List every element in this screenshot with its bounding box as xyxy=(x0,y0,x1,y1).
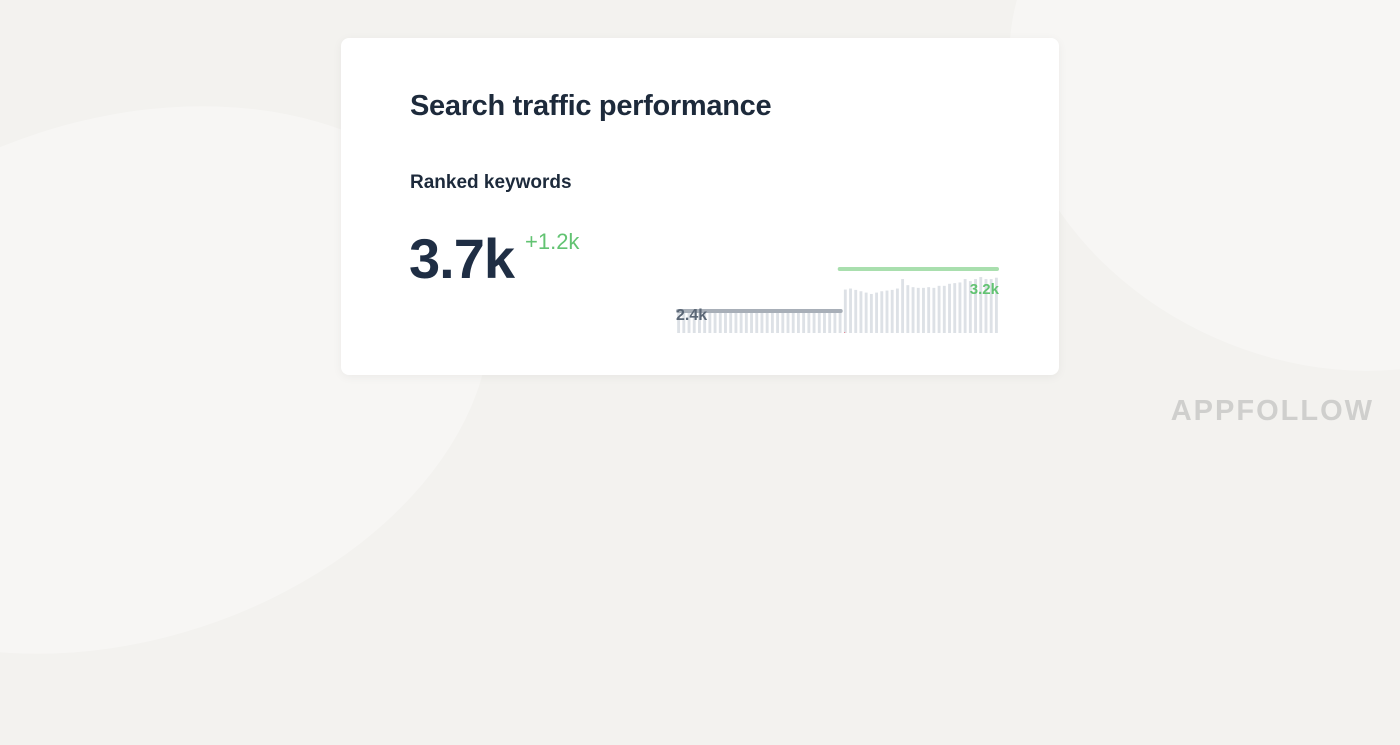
chart-bar xyxy=(812,310,816,333)
chart-bar xyxy=(776,310,780,333)
chart-bar xyxy=(849,288,852,333)
chart-bar xyxy=(968,281,972,333)
chart-bar xyxy=(682,311,686,333)
chart-bar xyxy=(890,289,894,333)
chart-bar xyxy=(942,285,946,333)
chart-bar xyxy=(744,311,748,333)
chart-bar xyxy=(937,285,941,333)
chart-bar xyxy=(953,283,957,333)
chart-bar xyxy=(739,310,743,333)
chart-bar xyxy=(979,277,983,333)
chart-bar xyxy=(906,285,910,333)
chart-bar xyxy=(901,279,905,333)
chart-bar xyxy=(922,287,925,333)
chart-bar xyxy=(750,310,753,333)
chart-bar xyxy=(963,279,967,333)
baseline-before-line xyxy=(676,308,843,313)
chart-bar xyxy=(984,279,988,333)
chart-bar xyxy=(708,311,712,333)
chart-bar xyxy=(854,289,858,333)
chart-bar xyxy=(765,309,769,333)
chart-bar xyxy=(994,277,998,333)
chart-bar xyxy=(687,310,691,333)
appfollow-logo: APPFOLLOW xyxy=(1170,395,1374,427)
chart-bar xyxy=(760,310,764,333)
chart-bar xyxy=(755,310,759,333)
chart-bar xyxy=(927,287,931,333)
chart-bar xyxy=(786,310,790,333)
chart-bar xyxy=(729,310,733,333)
chart-bar xyxy=(958,282,962,333)
chart-bar xyxy=(807,309,811,333)
chart-bar xyxy=(895,288,899,333)
chart-bar xyxy=(875,292,879,333)
chart-bar xyxy=(718,310,722,333)
metric-value: 3.7k xyxy=(409,227,515,290)
chart-bar xyxy=(833,309,837,333)
chart-bar xyxy=(796,310,800,333)
chart-bar xyxy=(932,287,936,333)
chart-bar xyxy=(677,310,681,333)
chart-bar xyxy=(948,283,951,333)
chart-bar xyxy=(843,289,847,333)
chart-bar xyxy=(864,292,868,333)
chart-bar xyxy=(880,291,884,333)
metric-delta: +1.2k xyxy=(525,229,580,254)
chart-bar xyxy=(838,310,842,333)
chart-bar xyxy=(974,279,977,333)
chart-bar xyxy=(916,287,920,333)
chart-bar xyxy=(703,309,707,333)
chart-bar xyxy=(713,310,717,333)
chart-bar xyxy=(791,311,795,333)
chart-bar xyxy=(859,291,863,333)
chart-bar xyxy=(817,310,821,333)
chart-bar xyxy=(802,310,806,333)
chart-bar xyxy=(692,310,696,333)
baseline-after-line xyxy=(837,267,999,271)
chart-bar xyxy=(734,309,738,333)
chart-bar xyxy=(724,310,727,333)
chart-bar xyxy=(828,310,832,333)
chart-bar xyxy=(770,310,774,333)
chart-bar xyxy=(823,310,826,333)
search-traffic-card: Search traffic performance Ranked keywor… xyxy=(341,38,1059,375)
chart-bar xyxy=(869,293,873,333)
after-value-label: 3.2k xyxy=(970,281,1000,298)
chart-bar xyxy=(885,290,889,333)
chart-bar xyxy=(698,310,701,333)
metric-label: Ranked keywords xyxy=(410,172,572,193)
before-value-label: 2.4k xyxy=(676,307,707,324)
chart-bar xyxy=(781,310,785,333)
chart-bar xyxy=(911,287,915,333)
chart-bar xyxy=(989,279,993,333)
keywords-sparkline-chart: 2.4k3.2kDec 26Jan 29Mar 01 xyxy=(676,267,1000,333)
event-marker-icon xyxy=(844,332,846,333)
card-title: Search traffic performance xyxy=(410,90,772,122)
